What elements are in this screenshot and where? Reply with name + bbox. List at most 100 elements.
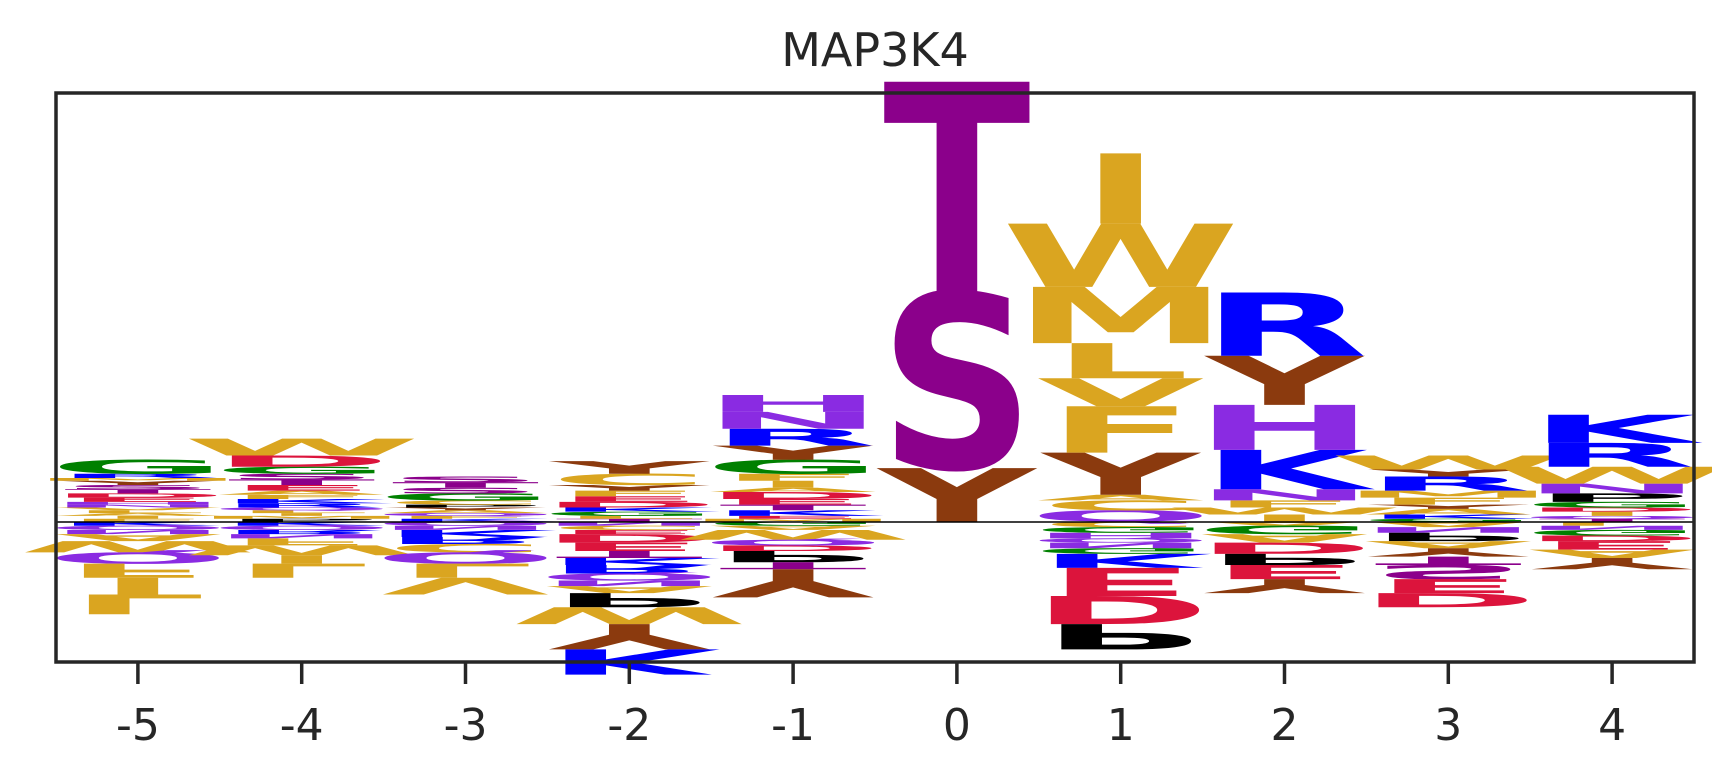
logo-glyph-pos1-down-9-p: P <box>1042 616 1200 657</box>
logo-glyph-pos-3-down-1-n: N <box>375 524 556 531</box>
logo-glyph-pos-2-down-0-n: N <box>539 520 720 527</box>
logo-glyph-pos4-up-8-r: R <box>1529 437 1695 475</box>
x-tick-label: -1 <box>771 700 815 751</box>
logo-glyph-pos4-up-6-n: N <box>1522 481 1703 497</box>
logo-glyph-pos-3-down-0-q: Q <box>374 520 558 527</box>
logo-glyph-pos-3-down-7-v: V <box>382 572 549 599</box>
logo-glyph-pos-4-down-0-k: K <box>218 520 393 527</box>
logo-glyph-pos-1-up-8-f: F <box>719 472 867 483</box>
logo-glyph-pos3-down-7-e: E <box>1374 574 1522 596</box>
x-tick-label: 3 <box>1434 700 1462 751</box>
logo-glyph-pos-1-up-13-h: H <box>703 391 884 418</box>
logo-glyph-pos-1-down-3-q: Q <box>701 538 885 547</box>
logo-glyph-pos-2-up-6-f: F <box>555 489 703 498</box>
logo-glyph-pos-2-down-6-k: K <box>546 556 721 567</box>
logo-glyph-pos-1-down-1-a: A <box>709 524 876 531</box>
logo-glyph-pos-4-up-1-m: M <box>194 515 409 519</box>
logo-glyph-pos2-down-5-e: E <box>1211 560 1359 582</box>
logo-glyph-pos3-up-6-r: R <box>1365 473 1531 495</box>
logo-glyph-pos3-up-1-k: K <box>1365 513 1540 520</box>
logo-glyph-pos-5-down-5-q: Q <box>46 549 230 567</box>
logo-glyph-pos3-up-0-g: G <box>1360 518 1537 522</box>
logo-glyph-pos4-down-3-d: D <box>1522 534 1701 543</box>
logo-glyph-pos-1-down-2-w: W <box>674 527 912 543</box>
plot-frame <box>54 91 1696 664</box>
logo-glyph-pos-3-up-2-q: Q <box>374 512 558 516</box>
logo-glyph-pos-5-down-6-f: F <box>64 559 212 581</box>
logo-glyph-pos-5-up-9-t: T <box>64 488 211 495</box>
logo-glyph-pos-3-down-4-c: C <box>386 541 545 554</box>
logo-glyph-pos-2-up-8-c: C <box>550 471 709 489</box>
logo-glyph-pos-4-up-7-f: F <box>228 494 376 501</box>
logo-glyph-pos2-up-4-k: K <box>1201 440 1375 503</box>
logo-glyph-pos3-down-6-s: S <box>1370 560 1526 582</box>
logo-glyph-pos3-down-3-a: A <box>1365 539 1532 550</box>
x-tick-label: 4 <box>1598 700 1626 751</box>
logo-glyph-pos4-down-4-e: E <box>1538 538 1686 551</box>
logo-glyph-pos-5-up-10-s: S <box>60 484 216 491</box>
logo-glyph-pos-5-up-2-a: A <box>54 512 221 516</box>
logo-glyph-pos1-up-9-i: I <box>1080 135 1160 247</box>
logo-glyph-pos4-up-0-t: T <box>1538 518 1685 522</box>
logo-glyph-pos-2-up-4-d: D <box>540 500 719 509</box>
logo-glyph-pos1-down-2-h: H <box>1030 531 1211 540</box>
logo-glyph-pos-5-down-8-l: L <box>69 588 207 619</box>
logo-glyph-pos-4-down-6-i: I <box>261 552 341 565</box>
x-tick-label: 1 <box>1107 700 1135 751</box>
logo-glyph-pos-2-up-2-g: G <box>541 511 718 518</box>
logo-glyph-pos-5-up-4-v: V <box>54 507 221 511</box>
logo-glyph-pos1-up-7-m: M <box>1013 272 1228 362</box>
logo-glyph-pos-5-up-8-d: D <box>48 492 227 499</box>
logo-glyph-pos-1-up-4-e: E <box>719 498 867 507</box>
logo-glyph-pos-2-down-9-n: N <box>539 579 720 588</box>
logo-glyph-pos-4-up-11-s: S <box>224 472 380 481</box>
logo-glyph-pos-2-up-5-e: E <box>555 495 703 504</box>
logo-glyph-pos0-up-0-y: Y <box>876 454 1038 539</box>
logo-glyph-pos1-down-8-d: D <box>1031 587 1210 632</box>
logo-glyph-pos3-up-4-f: F <box>1374 496 1522 507</box>
logo-glyph-pos-1-up-2-k: K <box>709 509 884 518</box>
logo-glyph-pos-2-down-11-p: P <box>550 589 708 611</box>
logo-glyph-pos-4-up-10-t: T <box>228 478 375 487</box>
logo-glyph-pos-3-up-1-f: F <box>392 515 540 519</box>
logo-glyph-pos1-down-7-e: E <box>1047 559 1195 604</box>
logo-glyph-pos2-down-0-a: A <box>1201 520 1368 527</box>
logo-glyph-pos-3-down-2-k: K <box>382 528 557 539</box>
logo-glyph-pos-4-up-2-i: I <box>261 512 341 516</box>
logo-glyph-pos1-up-1-c: C <box>1041 498 1200 514</box>
logo-glyph-pos-2-down-10-a: A <box>546 584 713 595</box>
logo-glyph-pos0-up-1-s: S <box>879 245 1035 525</box>
logo-glyph-pos-5-up-6-h: H <box>47 501 228 505</box>
logo-glyph-pos-4-up-0-p: P <box>222 518 380 522</box>
logo-glyph-pos-1-up-5-d: D <box>703 490 882 501</box>
logo-glyph-pos-1-up-3-t: T <box>719 503 866 512</box>
logo-glyph-pos-5-up-5-n: N <box>47 504 228 508</box>
logo-glyph-pos1-up-0-q: Q <box>1029 507 1213 525</box>
logo-glyph-pos0-up-2-t: T <box>883 25 1030 361</box>
logo-glyph-pos3-down-2-p: P <box>1369 530 1527 543</box>
logo-glyph-pos4-down-1-n: N <box>1522 524 1703 531</box>
logo-glyph-pos-2-down-7-r: R <box>546 562 712 575</box>
logo-glyph-pos-4-down-2-r: R <box>218 529 384 536</box>
logo-glyph-pos-5-down-2-n: N <box>47 529 228 536</box>
logo-glyph-pos2-down-1-g: G <box>1196 523 1373 536</box>
logo-glyph-pos-5-down-3-a: A <box>54 532 221 543</box>
logo-glyph-pos-5-down-1-q: Q <box>46 524 230 531</box>
logo-glyph-pos4-up-5-p: P <box>1533 491 1691 504</box>
logo-glyph-pos1-up-6-l: L <box>1052 334 1190 390</box>
logo-glyph-pos4-down-5-a: A <box>1528 547 1695 560</box>
logo-glyph-pos-3-up-10-s: S <box>388 475 544 484</box>
logo-glyph-pos-1-up-1-e: E <box>719 515 867 519</box>
logo-glyph-pos2-down-4-p: P <box>1205 550 1363 568</box>
logo-glyph-pos1-up-4-f: F <box>1047 394 1195 468</box>
logo-glyph-pos-1-down-0-g: G <box>704 520 881 527</box>
logo-glyph-pos-2-down-2-e: E <box>555 529 703 536</box>
logo-glyph-pos1-up-2-a: A <box>1037 493 1204 502</box>
logo-glyph-pos1-down-6-k: K <box>1037 549 1212 571</box>
logo-glyph-pos1-down-5-g: G <box>1032 546 1209 555</box>
logo-glyph-pos2-up-2-f: F <box>1211 499 1359 510</box>
logo-glyph-pos-2-down-1-c: C <box>550 524 709 531</box>
logo-glyph-pos-3-up-4-y: Y <box>384 507 547 511</box>
logo-glyph-pos-1-up-6-a: A <box>709 487 876 494</box>
